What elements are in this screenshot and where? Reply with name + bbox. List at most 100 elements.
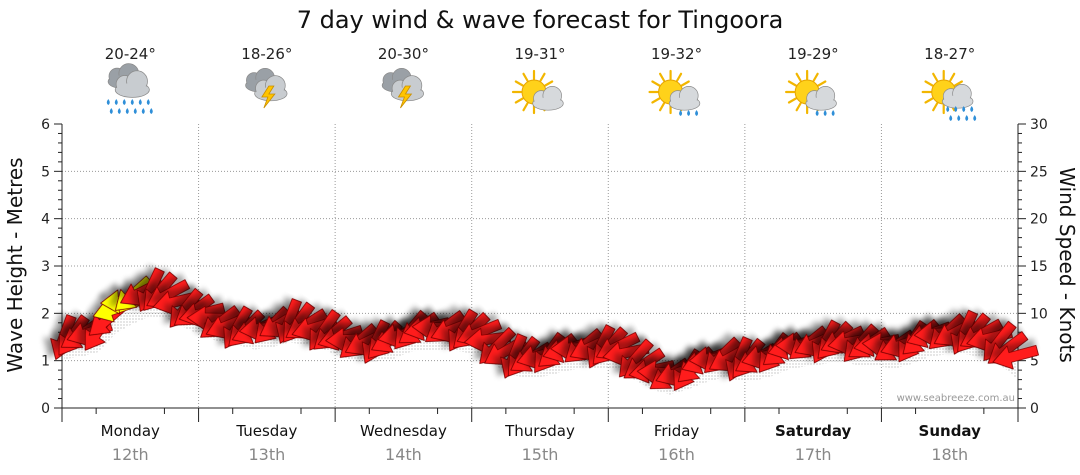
sun-ray bbox=[795, 72, 802, 82]
rain-drop bbox=[130, 99, 134, 105]
sun-ray bbox=[544, 80, 554, 87]
day-labels: Monday 12th Tuesday 13th Wednesday 14th Thursd… bbox=[101, 422, 981, 464]
sun-ray bbox=[932, 102, 939, 112]
cloud-shape bbox=[532, 86, 564, 111]
sun-ray bbox=[658, 102, 666, 112]
lightning-bolt bbox=[261, 85, 276, 109]
rain-drop bbox=[831, 110, 835, 116]
day-name: Friday bbox=[654, 422, 700, 440]
temperature-range: 19-32° bbox=[651, 45, 702, 63]
thunderstorm-icon bbox=[381, 68, 424, 109]
temperature-range: 19-31° bbox=[514, 45, 565, 63]
sun-ray bbox=[812, 72, 819, 82]
rain-drop bbox=[141, 108, 145, 114]
cloud-fill bbox=[533, 97, 563, 110]
wave-height-band bbox=[64, 300, 1016, 395]
thunderstorm-icon bbox=[245, 68, 288, 109]
cloud-shape bbox=[805, 86, 837, 111]
temperature-range: 19-29° bbox=[788, 45, 839, 63]
sun-ray bbox=[924, 97, 934, 104]
sun-ray bbox=[680, 80, 690, 87]
day-date: 14th bbox=[385, 445, 422, 464]
rain-drop bbox=[695, 110, 699, 116]
sun-ray bbox=[514, 97, 524, 104]
rain-drop bbox=[109, 108, 113, 114]
temperature-range: 18-26° bbox=[241, 45, 292, 63]
left-tick-label: 1 bbox=[41, 354, 50, 370]
rain-drop bbox=[114, 99, 118, 105]
day-date: 12th bbox=[112, 445, 149, 464]
sun-ray bbox=[787, 80, 797, 87]
left-tick-label: 3 bbox=[41, 259, 50, 275]
rain-drop bbox=[962, 106, 966, 112]
right-tick-label: 20 bbox=[1030, 212, 1048, 228]
sun-ray bbox=[522, 102, 529, 112]
rain-drop bbox=[815, 110, 819, 116]
wind-arrows bbox=[50, 267, 1039, 391]
sun-ray bbox=[651, 97, 661, 104]
rain-icon bbox=[106, 63, 153, 114]
sun-ray bbox=[924, 80, 934, 87]
partly-cloudy-icon bbox=[511, 69, 564, 115]
rain-drop bbox=[122, 99, 126, 105]
rain-drop bbox=[946, 106, 950, 112]
sun-ray bbox=[953, 80, 964, 87]
rain-drop bbox=[679, 110, 683, 116]
wave-series bbox=[64, 300, 1016, 395]
rain-drop bbox=[949, 115, 953, 121]
sun-ray bbox=[675, 72, 683, 82]
rain-drop bbox=[687, 110, 691, 116]
sun-ray bbox=[658, 72, 666, 82]
axes: 0 1 2 3 4 5 6 0 5 10 15 20 25 30 bbox=[41, 117, 1048, 422]
right-axis-title: Wind Speed - Knots bbox=[1055, 167, 1079, 363]
right-tick-label: 30 bbox=[1030, 117, 1048, 133]
rain-drop bbox=[117, 108, 121, 114]
rain-drop bbox=[957, 115, 961, 121]
left-axis-title: Wave Height - Metres bbox=[3, 157, 27, 372]
credit-label: www.seabreeze.com.au bbox=[897, 393, 1015, 404]
sun-ray bbox=[949, 72, 956, 82]
sun-ray bbox=[932, 72, 939, 82]
left-tick-label: 4 bbox=[41, 212, 50, 228]
day-name: Saturday bbox=[775, 422, 852, 440]
rain-drop bbox=[149, 108, 153, 114]
day-date: 16th bbox=[658, 445, 695, 464]
cloud-shape bbox=[114, 70, 150, 98]
rain-drop bbox=[965, 115, 969, 121]
right-tick-label: 10 bbox=[1030, 306, 1048, 322]
rain-drop bbox=[146, 99, 150, 105]
temperature-range: 20-30° bbox=[378, 45, 429, 63]
partly-cloudy-showers-icon bbox=[648, 69, 701, 116]
chart-title: 7 day wind & wave forecast for Tingoora bbox=[297, 6, 784, 34]
temperature-range: 18-27° bbox=[924, 45, 975, 63]
right-tick-label: 25 bbox=[1030, 164, 1048, 180]
rain-drop bbox=[138, 99, 142, 105]
cloud-fill bbox=[116, 83, 149, 97]
rain-drop bbox=[106, 99, 110, 105]
day-date: 18th bbox=[931, 445, 968, 464]
rain-drop bbox=[970, 106, 974, 112]
rain-drop bbox=[954, 106, 958, 112]
day-name: Thursday bbox=[504, 422, 575, 440]
cloud-fill bbox=[806, 97, 836, 110]
left-tick-label: 0 bbox=[41, 401, 50, 417]
sun-ray bbox=[787, 97, 797, 104]
sun-ray bbox=[817, 80, 827, 87]
temperature-labels: 20-24° 18-26° 20-30° 19-31° 19-32° 19-29° 18-2… bbox=[105, 45, 976, 63]
cloud-fill bbox=[670, 97, 700, 110]
day-date: 15th bbox=[522, 445, 559, 464]
right-tick-label: 0 bbox=[1030, 401, 1039, 417]
wind-arrow bbox=[992, 344, 1039, 370]
temperature-range: 20-24° bbox=[105, 45, 156, 63]
sun-ray bbox=[539, 72, 546, 82]
left-tick-label: 5 bbox=[41, 164, 50, 180]
day-date: 17th bbox=[795, 445, 832, 464]
cloud-shape bbox=[668, 86, 701, 111]
rain-drop bbox=[133, 108, 137, 114]
left-tick-label: 6 bbox=[41, 117, 50, 133]
cloud-shape bbox=[942, 84, 974, 109]
sun-ray bbox=[651, 80, 661, 87]
wind-arrow-shape bbox=[992, 344, 1039, 370]
day-name: Tuesday bbox=[235, 422, 297, 440]
